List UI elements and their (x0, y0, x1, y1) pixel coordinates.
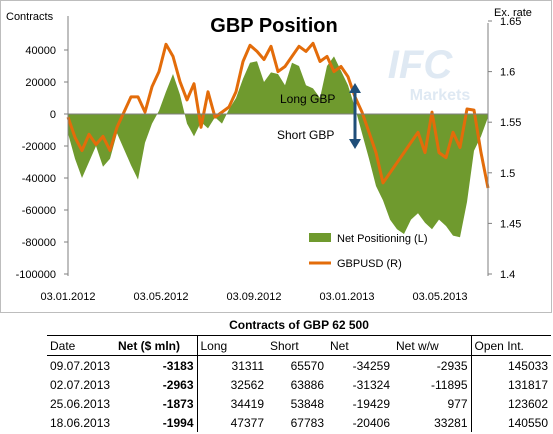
watermark: IFC Markets (388, 43, 471, 104)
legend: Net Positioning (L) GBPUSD (R) (309, 233, 428, 270)
cell-short: 65570 (290, 358, 324, 373)
legend-item-net-positioning: Net Positioning (L) (309, 233, 428, 245)
long-gbp-annotation: Long GBP (280, 92, 335, 106)
right-axis-label: Ex. rate (494, 7, 532, 19)
right-tick-label: 1.4 (500, 269, 515, 281)
cell-short: 67783 (290, 415, 324, 430)
cell-short: 53848 (290, 396, 324, 411)
cell-open-int: 123602 (507, 396, 548, 411)
col-header-long: Long (197, 335, 267, 356)
left-tick-label: -80000 (22, 237, 56, 249)
watermark-subtitle: Markets (410, 87, 471, 104)
x-tick-label: 03.05.2012 (133, 291, 188, 303)
cell-long: 31311 (231, 358, 264, 373)
left-tick-label: -40000 (22, 173, 56, 185)
chart: IFC Markets 40000 20000 0 -20000 -40000 -6000… (0, 0, 552, 313)
x-tick-label: 03.09.2012 (226, 291, 281, 303)
table-row: 25.06.2013 -1873 34419 53848 -19429 977 … (47, 394, 551, 413)
left-axis-label: Contracts (6, 11, 54, 23)
right-tick-label: 1.55 (500, 117, 521, 129)
table-title: Contracts of GBP 62 500 (229, 318, 369, 332)
table-row: 09.07.2013 -3183 31311 65570 -34259 -293… (47, 355, 551, 375)
x-tick-label: 03.01.2012 (40, 291, 95, 303)
gbpusd-line (66, 41, 490, 189)
cell-long: 34419 (230, 396, 264, 411)
chart-title: GBP Position (210, 15, 337, 37)
cell-net: -34259 (352, 358, 390, 373)
double-arrow-icon (349, 83, 361, 149)
short-gbp-annotation: Short GBP (277, 128, 334, 142)
cell-net-mln: -1994 (115, 413, 198, 432)
col-header-date: Date (47, 335, 115, 356)
col-header-net-mln: Net ($ mln) (115, 335, 198, 356)
col-header-short: Short (267, 335, 327, 356)
cell-short: 63886 (290, 377, 324, 392)
x-tick-label: 03.05.2013 (412, 291, 467, 303)
cell-net-mln: -1873 (115, 394, 198, 413)
left-axis-ticks: 40000 20000 0 -20000 -40000 -60000 -80000 -1000… (16, 45, 68, 281)
x-tick-label: 03.01.2013 (319, 291, 374, 303)
x-axis-ticks: 03.01.2012 03.05.2012 03.09.2012 03.01.2013… (40, 291, 467, 303)
right-tick-label: 1.45 (500, 218, 521, 230)
cell-open-int: 145033 (507, 358, 548, 373)
cell-net-ww: -11895 (393, 375, 472, 394)
left-tick-label: -100000 (16, 269, 56, 281)
right-tick-label: 1.65 (500, 16, 521, 28)
legend-item-gbpusd: GBPUSD (R) (309, 258, 402, 270)
right-axis-ticks: 1.65 1.6 1.55 1.5 1.45 1.4 (488, 16, 521, 281)
cell-date: 25.06.2013 (50, 396, 111, 411)
contracts-table: Contracts of GBP 62 500 Date Net ($ mln)… (47, 316, 551, 432)
left-tick-label: -60000 (22, 205, 56, 217)
cell-long: 47377 (230, 415, 264, 430)
series-line-gbpusd (66, 41, 490, 189)
table-row: 18.06.2013 -1994 47377 67783 -20406 3328… (47, 413, 551, 432)
cell-net-mln: -3183 (115, 355, 198, 375)
left-tick-label: 20000 (25, 77, 56, 89)
chart-frame: IFC Markets 40000 20000 0 -20000 -40000 -6000… (0, 0, 552, 313)
cell-open-int: 131817 (507, 377, 548, 392)
cell-net-ww: 33281 (393, 413, 472, 432)
left-tick-label: -20000 (22, 141, 56, 153)
cell-net: -19429 (352, 396, 390, 411)
table-row: 02.07.2013 -2963 32562 63886 -31324 -118… (47, 375, 551, 394)
cell-net: -31324 (352, 377, 390, 392)
cell-date: 02.07.2013 (50, 377, 111, 392)
cell-net-mln: -2963 (115, 375, 198, 394)
left-tick-label: 0 (50, 109, 56, 121)
legend-swatch-area (309, 233, 331, 242)
cell-net: -20406 (352, 415, 390, 430)
cell-date: 18.06.2013 (50, 415, 111, 430)
col-header-net-ww: Net w/w (393, 335, 472, 356)
left-tick-label: 40000 (25, 45, 56, 57)
series-area-net-positioning (68, 56, 488, 238)
col-header-open-int: Open Int. (471, 335, 551, 356)
table-header-row: Date Net ($ mln) Long Short Net Net w/w … (47, 335, 551, 356)
cell-date: 09.07.2013 (50, 358, 111, 373)
net-positioning-area (68, 56, 488, 238)
right-tick-label: 1.6 (500, 67, 515, 79)
cell-long: 32562 (230, 377, 264, 392)
legend-label-net-positioning: Net Positioning (L) (337, 233, 428, 245)
cell-open-int: 140550 (507, 415, 548, 430)
legend-label-gbpusd: GBPUSD (R) (337, 258, 402, 270)
cell-net-ww: 977 (393, 394, 472, 413)
right-tick-label: 1.5 (500, 168, 515, 180)
col-header-net: Net (327, 335, 393, 356)
watermark-logo: IFC (388, 43, 454, 87)
cell-net-ww: -2935 (393, 355, 472, 375)
